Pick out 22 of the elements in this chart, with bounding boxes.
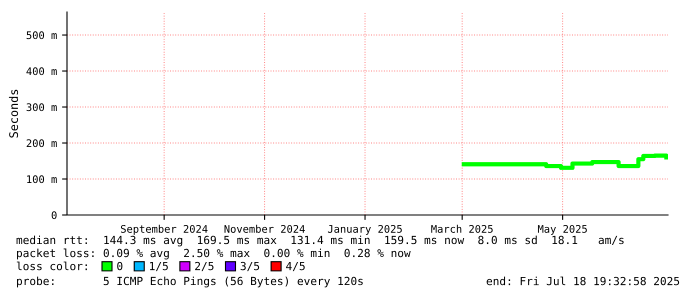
y-tick-label: 400 m	[26, 67, 57, 76]
y-tick-label: 200 m	[26, 139, 57, 148]
x-tick-label: November 2024	[224, 224, 305, 233]
text: packet loss: 0.09 % avg 2.50 % max 0.00 % min 0.28 % now	[17, 248, 411, 260]
text: loss color:	[16, 262, 87, 270]
x-tick-label: May 2025	[538, 224, 587, 235]
legend-label: 1/5	[150, 262, 168, 272]
y-tick-label: 100 m	[27, 175, 57, 184]
x-tick-label: January 2025	[328, 224, 402, 235]
legend-label: 0	[117, 262, 122, 270]
text: end: Fri Jul 18 19:32:58 2025	[486, 276, 680, 286]
text: probe: 5 ICMP Echo Pings (56 Bytes) every 120s	[17, 276, 363, 288]
text: median rtt: 144.3 ms avg 169.5 ms max 131.4 ms min 159.5 ms now 8.0 ms sd 18.1 am/s	[16, 236, 624, 246]
legend-label: 2/5	[195, 262, 214, 272]
y-tick-label: 500 m	[26, 31, 57, 40]
y-tick-label: 0	[52, 211, 57, 220]
x-tick-label: March 2025	[431, 224, 493, 233]
x-tick-label: September 2024	[120, 224, 208, 235]
y-tick-label: 300 m	[26, 103, 57, 112]
legend-label: 3/5	[240, 262, 260, 272]
legend-label: 4/5	[286, 262, 305, 272]
y-axis-title: Seconds	[8, 90, 18, 138]
